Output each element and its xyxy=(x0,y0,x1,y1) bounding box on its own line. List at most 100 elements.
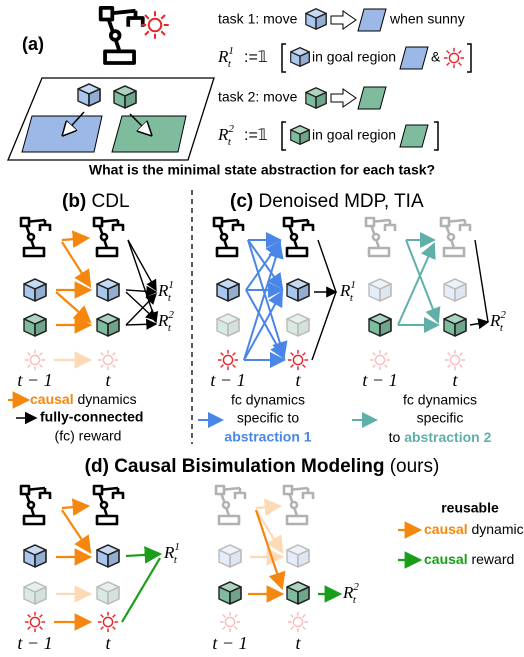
reward-arrows xyxy=(311,239,338,361)
sun xyxy=(24,349,46,371)
goal-region-blue xyxy=(357,8,387,32)
cube-blue xyxy=(23,544,47,568)
robot xyxy=(214,484,247,526)
panel-d: (d) Causal Bisimulation Modeling (ours) … xyxy=(17,456,524,653)
reward-symbol: R1 t xyxy=(163,541,180,566)
time-label: t xyxy=(452,370,458,390)
reward-symbol: R1 t xyxy=(217,45,234,70)
sun xyxy=(24,611,46,633)
goal-region-green xyxy=(357,86,387,110)
cube-blue xyxy=(305,8,327,30)
time-label: t − 1 xyxy=(17,370,52,390)
reward-and: & xyxy=(431,49,441,65)
panel-title: (c) Denoised MDP, TIA xyxy=(230,191,424,212)
legend-text: causal dynamics xyxy=(424,521,524,537)
robot xyxy=(19,216,52,258)
implies-arrow xyxy=(330,88,357,108)
cube-green xyxy=(23,313,47,337)
sun xyxy=(97,611,119,633)
cube-blue xyxy=(96,544,120,568)
cube-blue xyxy=(216,278,240,302)
causal-arrows xyxy=(54,498,93,631)
cube-green xyxy=(23,581,47,605)
bracket xyxy=(281,43,286,73)
reward-arrows xyxy=(125,239,159,330)
legend-text: to abstraction 2 xyxy=(389,429,492,445)
cube-green xyxy=(96,313,120,337)
panel-b: (b) CDL R1 t R2 t t − 1 t causal dynamics … xyxy=(8,191,174,444)
time-label: t xyxy=(105,370,111,390)
cube-blue xyxy=(443,278,467,302)
time-label: t xyxy=(295,370,301,390)
fc-arrows xyxy=(243,232,288,368)
legend-text: abstraction 1 xyxy=(224,429,311,445)
time-label: t xyxy=(295,633,301,653)
legend-text: specific to xyxy=(237,410,299,426)
sun xyxy=(444,349,466,371)
reward-symbol: R2 t xyxy=(157,309,174,334)
causal-arrows xyxy=(55,230,93,334)
sun xyxy=(287,611,309,633)
task-text: task 2: move xyxy=(218,89,298,105)
cube-blue xyxy=(23,278,47,302)
cube-blue xyxy=(368,278,392,302)
robot xyxy=(364,216,397,258)
robot xyxy=(439,216,472,258)
cube-green xyxy=(216,313,240,337)
causal-arrows xyxy=(248,498,286,603)
legend-text: specific xyxy=(417,410,464,426)
robot xyxy=(19,484,52,526)
reward-condition: in goal region xyxy=(312,49,396,65)
question: What is the minimal state abstraction fo… xyxy=(89,162,435,178)
goal-region-green xyxy=(399,124,429,148)
bracket xyxy=(281,121,286,151)
cube-blue xyxy=(96,278,120,302)
cube-blue xyxy=(286,544,310,568)
reward-symbol: R1 t xyxy=(157,279,174,304)
reward-condition: in goal region xyxy=(312,127,396,143)
cube-green xyxy=(286,581,310,605)
cube-green xyxy=(305,87,327,109)
sun xyxy=(369,349,391,371)
legend-text: fc dynamics xyxy=(403,392,477,408)
reward-symbol: R2 t xyxy=(217,123,234,148)
reward-symbol: R2 t xyxy=(342,581,359,606)
legend-text: (fc) reward xyxy=(55,428,122,444)
sun xyxy=(217,349,239,371)
cube-green xyxy=(286,313,310,337)
implies-arrow xyxy=(330,10,357,30)
robot xyxy=(92,484,125,526)
cube-green xyxy=(443,313,467,337)
robot xyxy=(282,484,315,526)
reward-define: :=𝟙 xyxy=(244,49,268,66)
time-label: t − 1 xyxy=(362,370,397,390)
robot xyxy=(212,216,245,258)
robot xyxy=(92,216,125,258)
legend-text: reusable xyxy=(441,500,499,516)
time-label: t xyxy=(105,633,111,653)
time-label: t − 1 xyxy=(17,633,52,653)
panel-c: (c) Denoised MDP, TIA R1 t R2 t t − 1 t t … xyxy=(198,191,506,445)
robot xyxy=(282,216,315,258)
time-label: t − 1 xyxy=(212,633,247,653)
cube-green xyxy=(368,313,392,337)
cube-blue xyxy=(77,83,101,107)
sun xyxy=(287,349,309,371)
cube-blue xyxy=(290,47,310,67)
bracket xyxy=(467,43,472,73)
panel-a: (a) task 1: move when sunny R1 t :=𝟙 in g… xyxy=(7,6,472,161)
sun xyxy=(443,47,465,69)
legend-text: fc dynamics xyxy=(231,392,305,408)
cube-blue xyxy=(286,278,310,302)
legend-text: causal reward xyxy=(424,551,514,567)
move-arrow xyxy=(64,111,85,134)
cube-green xyxy=(218,581,242,605)
cube-green xyxy=(96,581,120,605)
time-label: t − 1 xyxy=(210,370,245,390)
fc-arrows xyxy=(397,232,441,333)
reward-arrows xyxy=(121,546,163,623)
reward-symbol: R2 t xyxy=(489,309,506,334)
sun xyxy=(219,611,241,633)
reward-arrows xyxy=(469,239,490,330)
